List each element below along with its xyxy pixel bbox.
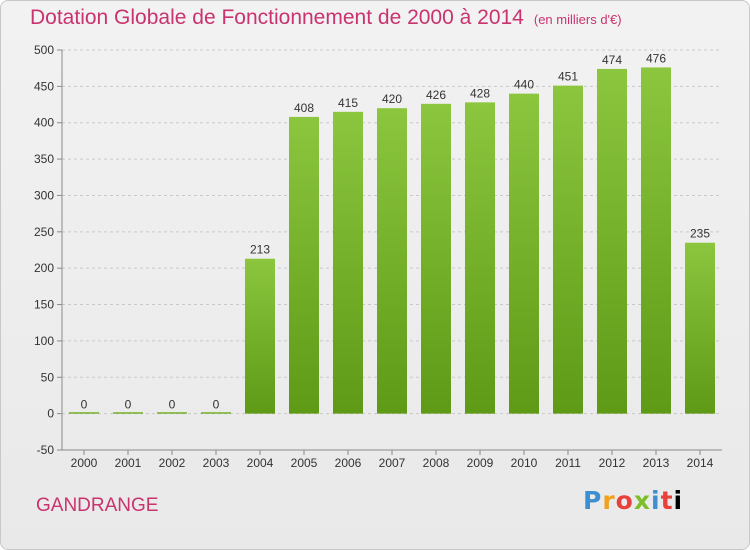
x-tick-label: 2005 [291,456,318,470]
bar-2003 [201,412,231,414]
x-tick-label: 2003 [203,456,230,470]
value-label: 213 [250,243,270,257]
bars: 0 0 0 0 213 408 415 420 426 428 440 451 474 476 235 [69,51,715,414]
y-tick-label: 150 [34,298,54,312]
value-label: 0 [213,398,220,412]
bar-2004 [245,258,275,414]
x-tick-label: 2010 [511,456,538,470]
x-tick-label: 2011 [555,456,581,470]
y-tick-label: 0 [47,407,54,421]
value-label: 415 [338,96,358,110]
value-label: 426 [426,88,446,102]
value-label: 235 [690,227,710,241]
bar-2010 [509,93,539,414]
value-label: 428 [470,86,490,100]
y-tick-label: 300 [34,188,54,202]
value-label: 420 [382,92,402,106]
y-tick-label: 50 [41,370,55,384]
chart-title: Dotation Globale de Fonctionnement de 20… [30,6,622,30]
value-label: 440 [514,78,534,92]
y-axis: -50 0 50 100 150 200 250 300 350 400 450 500 [34,43,63,457]
value-label: 474 [602,53,622,67]
x-tick-label: 2001 [115,456,142,470]
bar-2001 [113,412,143,414]
bar-2000 [69,412,99,414]
x-axis: 2000 2001 2002 2003 2004 2005 2006 2007 2008 2009… [62,449,722,470]
y-tick-label: 250 [34,225,54,239]
y-tick-label: -50 [37,443,55,457]
bar-2008 [421,103,451,414]
bar-2007 [377,108,407,414]
bar-2012 [597,68,627,414]
value-label: 476 [646,51,666,65]
bar-2014 [685,242,715,414]
y-tick-label: 450 [34,79,54,93]
bar-2005 [289,116,319,414]
x-tick-label: 2012 [599,456,626,470]
y-tick-label: 350 [34,152,54,166]
x-tick-label: 2009 [467,456,494,470]
bar-2006 [333,111,363,414]
x-tick-label: 2000 [71,456,98,470]
commune-name: GANDRANGE [36,495,159,516]
y-tick-label: 200 [34,261,54,275]
y-tick-label: 100 [34,334,54,348]
value-label: 408 [294,101,314,115]
bar-2013 [641,67,671,414]
y-tick-label: 500 [34,43,54,57]
x-tick-label: 2006 [335,456,362,470]
x-tick-label: 2004 [247,456,274,470]
value-label: 0 [81,398,88,412]
x-tick-label: 2002 [159,456,186,470]
value-label: 0 [125,398,132,412]
x-tick-label: 2014 [687,456,714,470]
bar-2011 [553,85,583,414]
value-label: 451 [558,70,578,84]
y-tick-label: 400 [34,116,54,130]
bar-2002 [157,412,187,414]
x-tick-label: 2013 [643,456,670,470]
proxiti-logo: Proxiti [583,486,684,515]
value-label: 0 [169,398,176,412]
bar-2009 [465,102,495,414]
x-tick-label: 2007 [379,456,406,470]
unit-label: (en milliers d'€) [533,12,622,27]
x-tick-label: 2008 [423,456,450,470]
title-text: Dotation Globale de Fonctionnement de 20… [30,6,524,29]
